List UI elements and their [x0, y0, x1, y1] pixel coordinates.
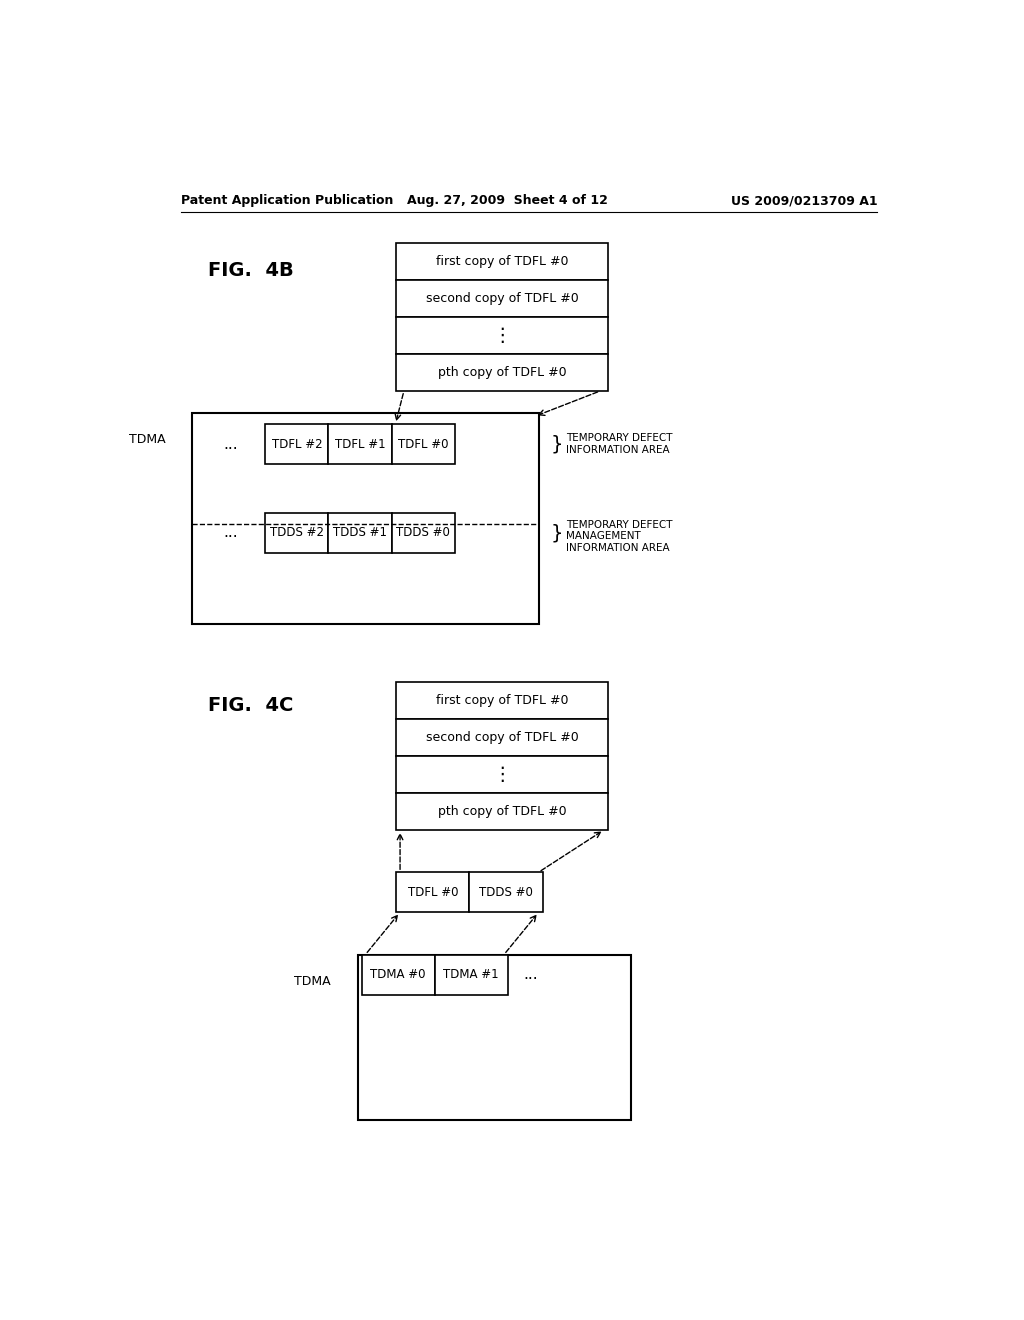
- Text: TDMA #0: TDMA #0: [371, 968, 426, 981]
- Text: TDMA: TDMA: [294, 975, 331, 989]
- Bar: [396, 243, 608, 280]
- Text: TDDS #0: TDDS #0: [479, 886, 532, 899]
- Text: TDMA #1: TDMA #1: [443, 968, 499, 981]
- Text: ...: ...: [523, 968, 539, 982]
- Text: ⋮: ⋮: [493, 326, 512, 345]
- Bar: [396, 682, 608, 719]
- Text: US 2009/0213709 A1: US 2009/0213709 A1: [731, 194, 878, 207]
- Text: Aug. 27, 2009  Sheet 4 of 12: Aug. 27, 2009 Sheet 4 of 12: [408, 194, 608, 207]
- Text: pth copy of TDFL #0: pth copy of TDFL #0: [438, 366, 566, 379]
- Text: ...: ...: [223, 437, 238, 451]
- Text: TDFL #1: TDFL #1: [335, 437, 385, 450]
- Bar: [396, 719, 608, 756]
- Text: TEMPORARY DEFECT
INFORMATION AREA: TEMPORARY DEFECT INFORMATION AREA: [565, 433, 672, 455]
- Bar: [396, 280, 608, 317]
- Bar: [193, 412, 539, 624]
- Text: ...: ...: [223, 525, 238, 540]
- Text: Patent Application Publication: Patent Application Publication: [180, 194, 393, 207]
- Text: TDDS #1: TDDS #1: [333, 527, 387, 539]
- Bar: [396, 873, 469, 912]
- Text: TDFL #0: TDFL #0: [398, 437, 449, 450]
- Text: ⋮: ⋮: [493, 764, 512, 784]
- Text: TDMA: TDMA: [129, 433, 165, 446]
- Text: TDFL #0: TDFL #0: [408, 886, 458, 899]
- Bar: [329, 512, 391, 553]
- Text: first copy of TDFL #0: first copy of TDFL #0: [436, 255, 568, 268]
- Bar: [391, 512, 455, 553]
- Text: TEMPORARY DEFECT
MANAGEMENT
INFORMATION AREA: TEMPORARY DEFECT MANAGEMENT INFORMATION …: [565, 520, 672, 553]
- Text: }: }: [550, 523, 563, 543]
- Text: FIG.  4C: FIG. 4C: [208, 696, 293, 714]
- Bar: [329, 424, 391, 465]
- Text: pth copy of TDFL #0: pth copy of TDFL #0: [438, 805, 566, 818]
- Text: second copy of TDFL #0: second copy of TDFL #0: [426, 731, 579, 744]
- Bar: [435, 954, 508, 995]
- Bar: [469, 873, 543, 912]
- Bar: [265, 512, 329, 553]
- Bar: [396, 354, 608, 391]
- Text: }: }: [550, 434, 563, 454]
- Bar: [391, 424, 455, 465]
- Bar: [396, 756, 608, 793]
- Text: first copy of TDFL #0: first copy of TDFL #0: [436, 694, 568, 708]
- Text: TDFL #2: TDFL #2: [271, 437, 323, 450]
- Bar: [357, 954, 631, 1121]
- Text: TDDS #0: TDDS #0: [396, 527, 451, 539]
- Text: FIG.  4B: FIG. 4B: [208, 260, 293, 280]
- Text: second copy of TDFL #0: second copy of TDFL #0: [426, 292, 579, 305]
- Bar: [361, 954, 435, 995]
- Text: TDDS #2: TDDS #2: [270, 527, 324, 539]
- Bar: [265, 424, 329, 465]
- Bar: [396, 317, 608, 354]
- Bar: [396, 793, 608, 830]
